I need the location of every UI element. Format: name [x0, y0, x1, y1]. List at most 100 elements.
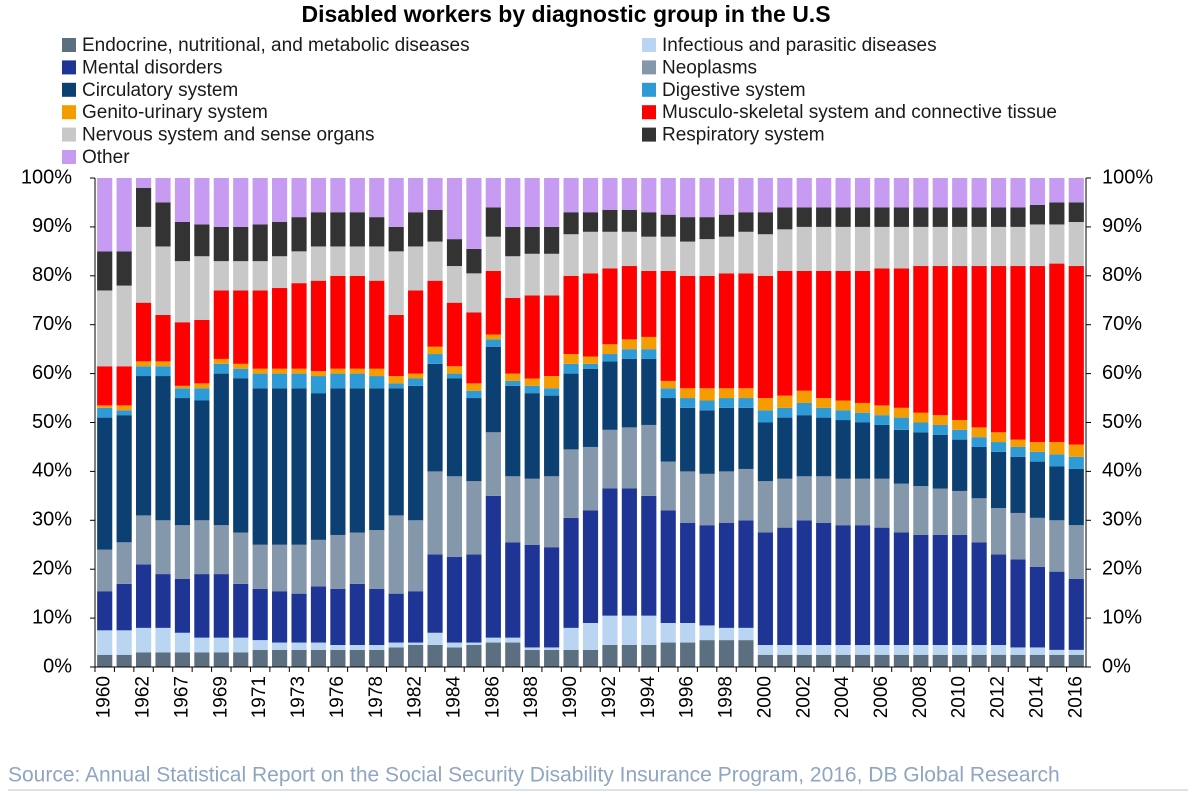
bar-segment	[835, 654, 851, 667]
bar-segment	[485, 270, 501, 335]
bar-segment	[718, 388, 735, 399]
bar-segment	[971, 207, 987, 227]
bar-segment	[213, 525, 229, 575]
bar-segment	[1049, 649, 1065, 655]
bar-segment	[738, 273, 754, 389]
bar-segment	[854, 270, 871, 403]
bar-segment	[641, 644, 657, 667]
legend-swatch	[642, 60, 656, 75]
bar-segment	[291, 368, 307, 374]
bar-segment	[777, 395, 793, 408]
bar-segment	[990, 432, 1007, 443]
bar-segment	[408, 290, 424, 374]
bar-segment	[932, 434, 948, 489]
bar-segment	[291, 649, 307, 667]
bar-segment	[408, 385, 424, 521]
bar-segment	[738, 520, 754, 628]
bar-segment	[544, 476, 560, 548]
bar-segment	[718, 273, 735, 389]
bar-segment	[1029, 461, 1045, 518]
bar-segment	[582, 273, 599, 357]
bar-segment	[816, 407, 832, 418]
bar-segment	[446, 647, 463, 667]
bar-segment	[971, 654, 987, 667]
bar-segment	[621, 339, 637, 350]
x-tick-label: 1971	[249, 676, 270, 718]
bar-segment	[544, 376, 560, 389]
bar-segment	[816, 644, 832, 655]
bar-segment	[1049, 202, 1065, 225]
bar-segment	[427, 644, 443, 667]
bar-segment	[874, 178, 890, 208]
bar-segment	[97, 417, 113, 550]
bar-segment	[233, 583, 249, 638]
bar-segment	[952, 439, 968, 491]
bar-segment	[602, 615, 618, 645]
bar-segment	[952, 207, 968, 227]
bar-segment	[505, 297, 521, 374]
bar-segment	[582, 622, 599, 650]
bar-segment	[252, 178, 268, 225]
bar-segment	[913, 207, 929, 227]
bar-segment	[388, 593, 404, 643]
bar-segment	[680, 642, 696, 667]
bar-segment	[796, 178, 812, 208]
bar-segment	[582, 510, 599, 623]
bar-segment	[913, 654, 929, 667]
bar-segment	[485, 339, 501, 347]
bar-segment	[272, 591, 288, 643]
bar-segment	[893, 417, 909, 430]
bar-segment	[777, 270, 793, 396]
bar-segment	[680, 471, 696, 523]
bar-segment	[155, 366, 171, 377]
bar-segment	[136, 515, 152, 565]
bar-segment	[213, 574, 229, 638]
bar-segment	[408, 178, 424, 213]
legend-swatch	[62, 38, 76, 52]
bar-segment	[524, 178, 540, 227]
bar-segment	[777, 178, 793, 208]
bar-segment	[408, 373, 424, 379]
bar-segment	[1029, 204, 1045, 225]
bar-segment	[505, 373, 521, 381]
y2-tick-label: 80%	[1102, 264, 1142, 286]
bar-segment	[116, 415, 132, 543]
bar-segment	[524, 295, 540, 379]
bar-segment	[952, 490, 968, 535]
bar-segment	[816, 398, 832, 408]
bar-segment	[291, 373, 307, 389]
bar-segment	[971, 498, 987, 543]
bar-segment	[796, 415, 812, 477]
x-tick-label: 2002	[793, 676, 814, 718]
bar-segment	[174, 398, 191, 526]
bar-segment	[621, 427, 637, 489]
bar-segment	[718, 236, 735, 274]
bar-segment	[194, 520, 210, 575]
bar-segment	[1010, 456, 1026, 513]
y2-tick-label: 30%	[1102, 509, 1142, 531]
bar-segment	[1010, 654, 1026, 667]
bar-segment	[641, 336, 657, 350]
bar-segment	[1049, 654, 1065, 667]
y-tick-label: 60%	[32, 362, 72, 384]
bar-segment	[602, 344, 618, 355]
bar-segment	[136, 302, 152, 362]
bar-segment	[835, 270, 851, 401]
bar-segment	[408, 378, 424, 386]
bar-segment	[874, 478, 890, 528]
bar-segment	[777, 207, 793, 230]
bar-segment	[835, 420, 851, 479]
bar-segment	[913, 178, 929, 208]
legend-swatch	[642, 127, 656, 142]
bar-segment	[291, 388, 307, 545]
bar-segment	[621, 231, 637, 267]
bar-segment	[369, 368, 385, 377]
bar-segment	[233, 261, 249, 291]
bar-segment	[97, 251, 113, 291]
bar-segment	[990, 654, 1007, 667]
bar-segment	[660, 178, 676, 215]
bar-segment	[680, 241, 696, 276]
bar-segment	[641, 349, 657, 359]
bar-segment	[854, 207, 871, 227]
bar-segment	[680, 622, 696, 643]
